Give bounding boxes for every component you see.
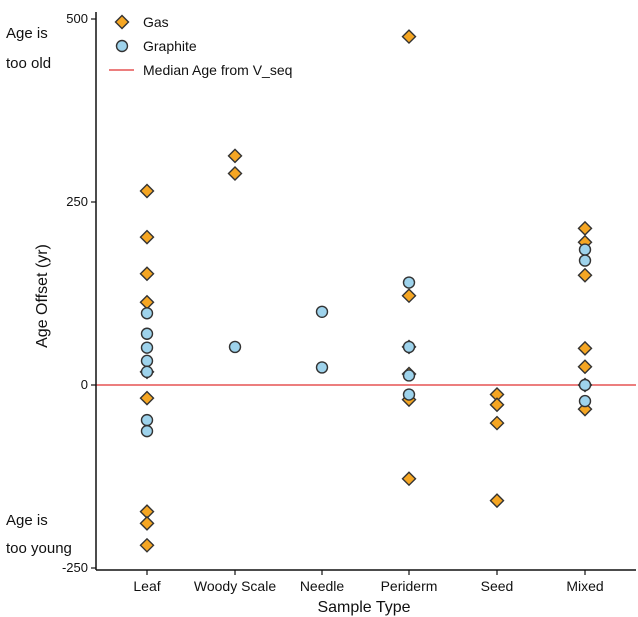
graphite-point	[578, 254, 592, 267]
graphite-point	[228, 340, 242, 354]
graphite-point	[140, 341, 154, 354]
graphite-point	[140, 365, 154, 379]
graphite-point	[140, 354, 154, 368]
graphite-point	[578, 394, 592, 408]
gas-point	[139, 537, 155, 553]
graphite-point	[140, 307, 154, 320]
x-tick-label: Woody Scale	[194, 578, 276, 594]
annotation-text: Age is	[6, 512, 48, 529]
gas-point	[489, 397, 505, 413]
y-axis-ticks: 500 250 0 -250	[62, 11, 96, 575]
gas-point	[401, 471, 417, 487]
gas-point	[227, 165, 243, 181]
gas-point	[139, 390, 155, 406]
y-tick-label: 500	[66, 11, 88, 26]
x-tick-label: Periderm	[381, 578, 438, 594]
legend-gas-marker	[114, 14, 130, 30]
gas-point	[577, 340, 593, 356]
annotation-text: Age is	[6, 25, 48, 42]
gas-point	[489, 415, 505, 431]
legend-label: Gas	[143, 14, 169, 30]
gas-point	[139, 294, 155, 310]
x-axis-title: Sample Type	[317, 599, 410, 616]
gas-point	[139, 266, 155, 282]
annotations: Age is too old Age is too young	[6, 25, 72, 557]
gas-point	[139, 229, 155, 245]
legend: Gas Graphite Median Age from V_seq	[109, 14, 292, 78]
annotation-text: too old	[6, 55, 51, 72]
gas-point	[577, 359, 593, 375]
y-tick-label: 250	[66, 194, 88, 209]
graphite-point	[140, 413, 154, 427]
graphite-point	[402, 276, 416, 289]
gas-point	[401, 29, 417, 45]
graphite-point	[140, 424, 154, 438]
legend-label: Graphite	[143, 38, 197, 54]
graphite-point	[578, 243, 592, 256]
y-axis-title: Age Offset (yr)	[34, 244, 51, 348]
x-tick-label: Seed	[481, 578, 514, 594]
x-axis-ticks: Leaf Woody Scale Needle Periderm Seed Mixed	[133, 570, 604, 594]
graphite-point	[140, 327, 154, 340]
gas-point	[227, 148, 243, 164]
gas-point	[401, 288, 417, 304]
graphite-point	[402, 388, 416, 401]
legend-label: Median Age from V_seq	[143, 62, 292, 78]
graphite-point	[578, 378, 592, 392]
y-tick-label: -250	[62, 560, 88, 575]
legend-graphite-marker	[115, 39, 129, 53]
gas-point	[577, 267, 593, 283]
data-points	[139, 29, 593, 553]
graphite-point	[315, 305, 329, 318]
gas-point	[577, 220, 593, 236]
x-tick-label: Needle	[300, 578, 345, 594]
y-tick-label: 0	[81, 377, 88, 392]
gas-point	[139, 515, 155, 531]
x-tick-label: Mixed	[566, 578, 603, 594]
graphite-point	[315, 361, 329, 374]
gas-point	[139, 183, 155, 199]
annotation-text: too young	[6, 540, 72, 557]
gas-point	[489, 493, 505, 509]
graphite-point	[402, 369, 416, 382]
x-tick-label: Leaf	[133, 578, 160, 594]
graphite-point	[402, 340, 416, 354]
